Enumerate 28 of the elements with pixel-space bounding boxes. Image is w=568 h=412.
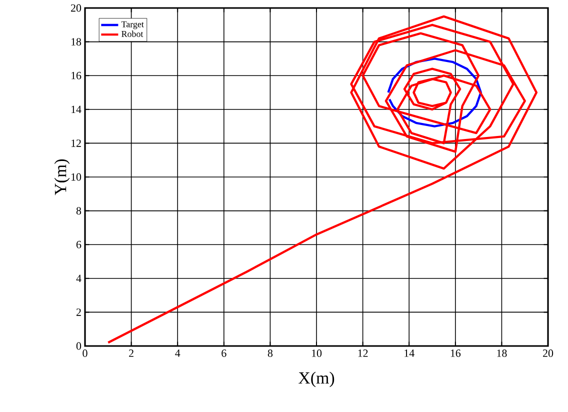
y-tick-label: 6 — [76, 240, 82, 248]
x-tick-label: 12 — [358, 350, 368, 357]
x-tick-label: 14 — [404, 350, 414, 357]
x-tick-label: 20 — [543, 350, 554, 357]
x-tick-label: 2 — [129, 350, 134, 357]
y-tick-label: 0 — [76, 342, 82, 350]
y-tick-label: 12 — [71, 140, 81, 147]
x-tick-label: 18 — [497, 350, 507, 357]
x-tick-label: 10 — [312, 350, 322, 357]
x-tick-label: 4 — [175, 350, 180, 357]
x-axis-title: X(m) — [298, 372, 334, 388]
x-tick-label: 16 — [450, 350, 461, 357]
y-tick-label: 20 — [71, 4, 82, 12]
y-tick-label: 16 — [71, 72, 82, 80]
y-tick-label: 4 — [76, 274, 82, 282]
y-tick-label: 8 — [76, 207, 82, 214]
x-tick-label: 0 — [82, 350, 88, 357]
y-tick-label: 10 — [71, 173, 82, 181]
y-tick-label: 18 — [71, 38, 82, 46]
legend-label: Robot — [122, 30, 144, 37]
legend-label: Target — [121, 21, 144, 30]
x-tick-label: 6 — [222, 350, 226, 357]
line-series — [107, 15, 538, 344]
x-tick-label: 8 — [268, 350, 273, 357]
y-tick-label: 2 — [76, 308, 81, 316]
y-axis-title: Y(m) — [54, 159, 70, 196]
line-series — [387, 58, 482, 128]
y-tick-label: 14 — [71, 106, 82, 114]
